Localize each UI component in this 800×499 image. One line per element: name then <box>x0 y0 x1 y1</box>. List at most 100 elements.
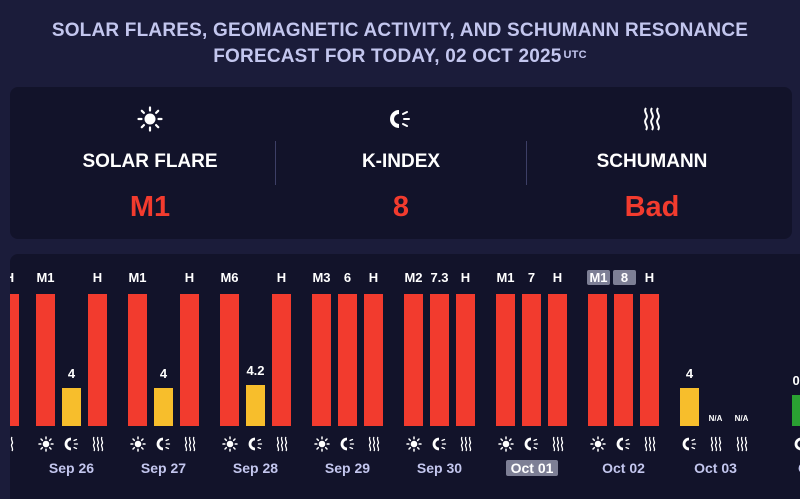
schumann-bar <box>180 294 199 426</box>
title-line-2: FORECAST FOR TODAY, 02 OCT 2025 UTC <box>213 46 587 67</box>
na-label: N/A <box>734 414 749 423</box>
magnet-icon <box>156 436 172 451</box>
k-index-label: 8 <box>613 270 636 285</box>
date-label: Sep 28 <box>232 460 279 476</box>
schumann-wave-icon <box>90 436 106 452</box>
k-index-value-label: 4 <box>67 366 76 381</box>
schumann-wave-icon <box>642 436 658 452</box>
magnet-icon <box>682 436 698 451</box>
k-index-value: 8 <box>392 191 410 223</box>
date-label: Oct 02 <box>602 460 645 476</box>
solar-flare-label: M1 <box>587 270 610 285</box>
sun-icon <box>222 436 238 452</box>
magnet-icon <box>271 105 531 133</box>
k-index-label: 7 <box>527 270 536 285</box>
schumann-label: H <box>368 270 379 285</box>
schumann-wave-icon <box>458 436 474 452</box>
solar-flare-bar <box>496 294 515 426</box>
solar-flare-label: M3 <box>312 270 331 285</box>
schumann-wave-icon <box>274 436 290 452</box>
magnet-icon <box>432 436 448 451</box>
today-summary-panel: SOLAR FLARE M1 K-INDEX 8 SCHUMA <box>10 87 792 239</box>
solar-flare-bar <box>36 294 55 426</box>
summary-divider <box>275 141 276 185</box>
magnet-icon <box>794 436 800 451</box>
summary-divider <box>526 141 527 185</box>
k-index-value-label: 4 <box>685 366 694 381</box>
summary-schumann: SCHUMANN Bad <box>522 87 782 239</box>
k-index-value-label: 0.7 <box>792 373 800 388</box>
date-label: Sep 30 <box>416 460 463 476</box>
schumann-wave-icon <box>182 436 198 452</box>
magnet-icon <box>340 436 356 451</box>
k-index-bar <box>614 294 633 426</box>
solar-flare-bar <box>404 294 423 426</box>
page-title: SOLAR FLARES, GEOMAGNETIC ACTIVITY, AND … <box>0 18 800 70</box>
magnet-icon <box>64 436 80 451</box>
schumann-label: H <box>10 270 30 285</box>
sun-icon <box>406 436 422 452</box>
k-index-bar <box>246 385 265 426</box>
solar-flare-label: M1 <box>496 270 515 285</box>
magnet-icon <box>616 436 632 451</box>
sun-icon <box>130 436 146 452</box>
schumann-wave-icon <box>550 436 566 452</box>
schumann-wave-icon <box>708 436 724 452</box>
date-label: Sep 29 <box>324 460 371 476</box>
forecast-timeline-chart: H M1 4 H Sep 26 M1 4 H Sep 27 M6 4.2 H Sep 28 M3 6 H Sep… <box>10 254 800 499</box>
date-label: Sep 26 <box>48 460 95 476</box>
schumann-label: H <box>184 270 195 285</box>
utc-label: UTC <box>563 49 587 61</box>
date-label: Oct 01 <box>506 460 558 476</box>
solar-flare-value: M1 <box>129 191 171 223</box>
summary-k-index: K-INDEX 8 <box>271 87 531 239</box>
schumann-bar <box>640 294 659 426</box>
solar-flare-label: M6 <box>220 270 239 285</box>
summary-solar-flare: SOLAR FLARE M1 <box>20 87 280 239</box>
solar-flare-bar <box>312 294 331 426</box>
k-index-label: 7.3 <box>430 270 449 285</box>
date-label: Sep 27 <box>140 460 187 476</box>
k-index-bar <box>154 388 173 426</box>
date-label: Oct <box>798 460 800 476</box>
magnet-icon <box>248 436 264 451</box>
solar-flare-label: M2 <box>404 270 423 285</box>
schumann-bar <box>548 294 567 426</box>
k-index-value-label: 4 <box>159 366 168 381</box>
k-index-label: K-INDEX <box>361 151 441 172</box>
schumann-wave-icon <box>10 436 16 452</box>
k-index-label: 6 <box>343 270 352 285</box>
k-index-bar <box>62 388 81 426</box>
timeline-bars: H M1 4 H Sep 26 M1 4 H Sep 27 M6 4.2 H Sep 28 M3 6 H Sep… <box>10 254 800 499</box>
schumann-label: H <box>552 270 563 285</box>
schumann-label: H <box>644 270 655 285</box>
date-label: Oct 03 <box>694 460 737 476</box>
sun-icon <box>498 436 514 452</box>
schumann-bar <box>272 294 291 426</box>
schumann-wave-icon <box>734 436 750 452</box>
k-index-bar <box>522 294 541 426</box>
sun-icon <box>314 436 330 452</box>
schumann-value: Bad <box>624 191 680 223</box>
title-line-1: SOLAR FLARES, GEOMAGNETIC ACTIVITY, AND … <box>51 20 749 41</box>
schumann-bar <box>88 294 107 426</box>
k-index-bar <box>792 395 800 426</box>
k-index-bar <box>338 294 357 426</box>
sun-icon <box>20 105 280 133</box>
solar-flare-label: M1 <box>128 270 147 285</box>
schumann-label: H <box>460 270 471 285</box>
solar-flare-label: SOLAR FLARE <box>82 151 218 172</box>
schumann-wave-icon <box>522 105 782 133</box>
solar-flare-bar <box>220 294 239 426</box>
k-index-bar <box>680 388 699 426</box>
schumann-label: SCHUMANN <box>596 151 708 172</box>
schumann-wave-icon <box>366 436 382 452</box>
sun-icon <box>590 436 606 452</box>
solar-flare-bar <box>128 294 147 426</box>
schumann-bar <box>364 294 383 426</box>
na-label: N/A <box>708 414 723 423</box>
schumann-bar <box>456 294 475 426</box>
magnet-icon <box>524 436 540 451</box>
schumann-label: H <box>276 270 287 285</box>
solar-flare-label: M1 <box>36 270 55 285</box>
